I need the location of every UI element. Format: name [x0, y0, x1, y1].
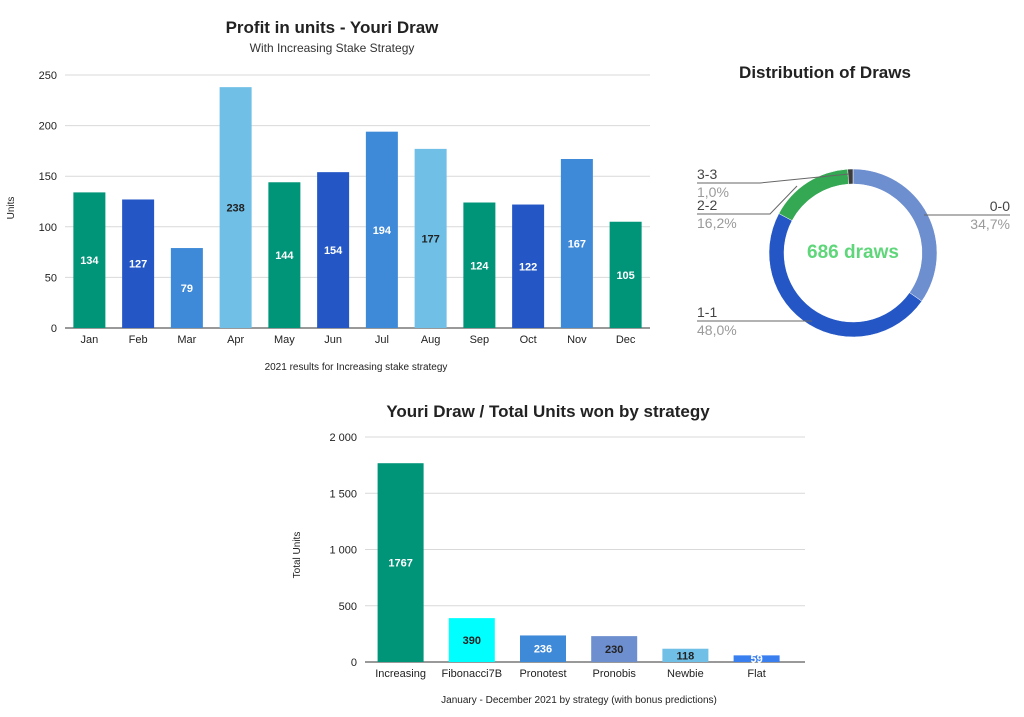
x-tick-label: Feb: [129, 334, 148, 346]
data-label-pronobis: 230: [605, 644, 623, 656]
bar-pronobis: [591, 636, 638, 662]
bar-jun: [317, 172, 350, 328]
chart1-subtitle: With Increasing Stake Strategy: [250, 41, 415, 55]
bar-feb: [122, 199, 155, 328]
bar-fibonacci7b: [448, 618, 495, 662]
y-tick-label: 250: [39, 70, 57, 82]
bar-flat: [733, 655, 780, 662]
donut-center-label: 686 draws: [807, 242, 899, 263]
slice-pct-0-0: 34,7%: [970, 216, 1010, 232]
x-tick-label: Nov: [567, 334, 587, 346]
leader-2-2: [697, 185, 798, 215]
data-label-jul: 194: [373, 225, 392, 237]
chart-draw-distribution: Distribution of Draws 686 draws 0-0 34,7…: [697, 63, 1010, 338]
donut-slice-1-1: [768, 213, 923, 338]
y-tick-label: 1 500: [329, 488, 357, 500]
chart1-x-axis-title: 2021 results for Increasing stake strate…: [265, 362, 448, 373]
data-label-jun: 154: [324, 245, 343, 257]
data-label-sep: 124: [470, 260, 489, 272]
x-tick-label: Jul: [375, 334, 389, 346]
y-tick-label: 2 000: [329, 432, 357, 444]
y-tick-label: 1 000: [329, 545, 357, 557]
x-tick-label: Mar: [177, 334, 196, 346]
data-label-newbie: 118: [677, 650, 695, 662]
donut-slice-0-0: [852, 168, 938, 302]
chart1-y-axis-title: Units: [6, 197, 17, 220]
slice-pct-2-2: 16,2%: [697, 215, 737, 231]
x-tick-label: Sep: [470, 334, 490, 346]
slice-label-2-2: 2-2: [697, 197, 717, 213]
x-tick-label: Oct: [520, 334, 537, 346]
chart1-title: Profit in units - Youri Draw: [226, 18, 440, 37]
x-tick-label: Flat: [747, 668, 765, 680]
chart3-y-axis-title: Total Units: [292, 532, 303, 579]
bar-mar: [170, 248, 203, 328]
chart2-title: Distribution of Draws: [739, 63, 911, 82]
data-label-feb: 127: [129, 259, 147, 271]
data-label-fibonacci7b: 390: [463, 635, 481, 647]
bar-increasing: [377, 463, 424, 662]
x-tick-label: Increasing: [375, 668, 426, 680]
data-label-jan: 134: [80, 255, 99, 267]
slice-label-0-0: 0-0: [990, 198, 1010, 214]
bar-may: [268, 182, 301, 328]
data-label-mar: 79: [181, 283, 193, 295]
y-tick-label: 500: [339, 601, 357, 613]
slice-pct-1-1: 48,0%: [697, 322, 737, 338]
chart-units-by-strategy: Youri Draw / Total Units won by strategy…: [292, 402, 805, 706]
data-label-pronotest: 236: [534, 644, 552, 656]
bar-aug: [414, 148, 447, 328]
slice-label-3-3: 3-3: [697, 166, 717, 182]
donut-slice-3-3: [847, 168, 854, 185]
bar-jul: [365, 131, 398, 328]
x-tick-label: Pronobis: [592, 668, 636, 680]
chart3-x-axis-title: January - December 2021 by strategy (wit…: [441, 695, 717, 706]
x-tick-label: Pronotest: [519, 668, 566, 680]
data-label-may: 144: [275, 250, 294, 262]
x-tick-label: Fibonacci7B: [442, 668, 503, 680]
y-tick-label: 0: [351, 657, 357, 669]
bar-apr: [219, 87, 252, 328]
data-label-dec: 105: [616, 270, 634, 282]
slice-pct-3-3: 1,0%: [697, 184, 729, 200]
chart-profit-by-month: Profit in units - Youri Draw With Increa…: [6, 18, 650, 373]
data-label-nov: 167: [568, 238, 586, 250]
x-tick-label: May: [274, 334, 295, 346]
leader-3-3: [697, 173, 850, 184]
bar-pronotest: [520, 635, 566, 662]
y-tick-label: 150: [39, 171, 57, 183]
x-tick-label: Jan: [81, 334, 99, 346]
data-label-flat: 59: [750, 654, 762, 666]
y-tick-label: 50: [45, 272, 57, 284]
data-label-oct: 122: [519, 261, 537, 273]
x-tick-label: Newbie: [667, 668, 704, 680]
data-label-aug: 177: [421, 233, 439, 245]
y-tick-label: 0: [51, 323, 57, 335]
bar-jan: [73, 192, 106, 328]
bar-nov: [560, 158, 593, 328]
y-tick-label: 100: [39, 222, 57, 234]
x-tick-label: Apr: [227, 334, 244, 346]
bar-newbie: [662, 648, 709, 662]
bar-dec: [609, 221, 642, 328]
bar-oct: [512, 204, 545, 328]
y-tick-label: 200: [39, 121, 57, 133]
x-tick-label: Jun: [324, 334, 342, 346]
x-tick-label: Dec: [616, 334, 636, 346]
x-tick-label: Aug: [421, 334, 441, 346]
bar-sep: [463, 202, 496, 328]
donut-slice-2-2: [778, 168, 849, 221]
slice-label-1-1: 1-1: [697, 304, 717, 320]
data-label-apr: 238: [226, 203, 244, 215]
chart3-title: Youri Draw / Total Units won by strategy: [386, 402, 710, 421]
data-label-increasing: 1767: [388, 558, 412, 570]
